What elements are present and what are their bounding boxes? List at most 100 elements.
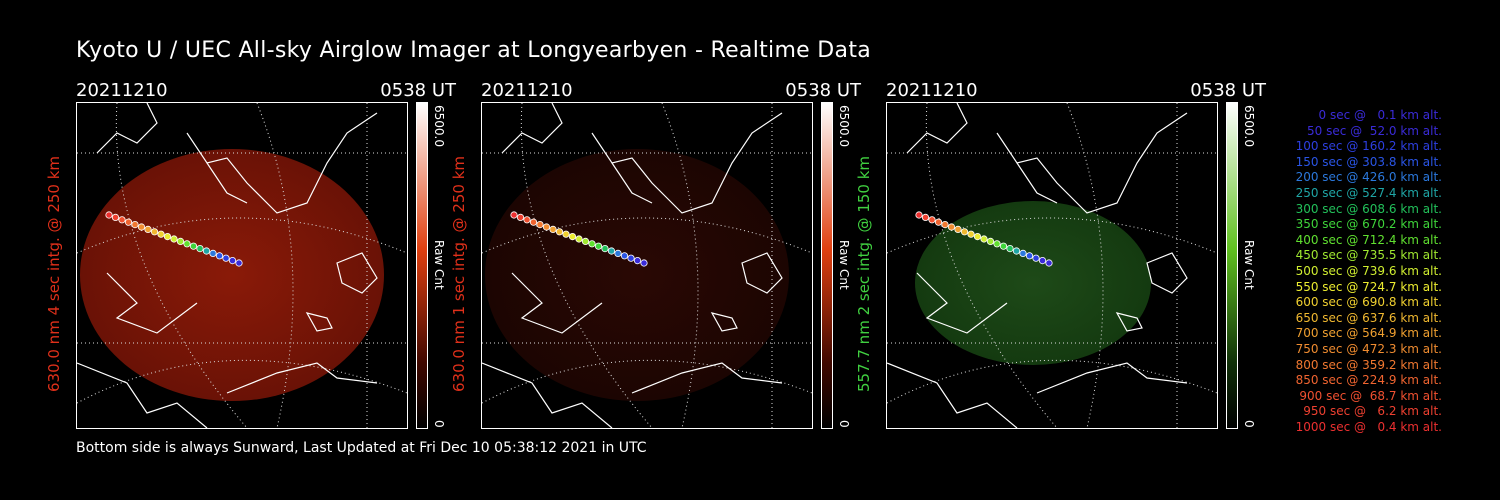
legend-entry: 400 sec @ 712.4 km alt. (1295, 232, 1442, 247)
coastline (916, 272, 1008, 334)
coastline (1016, 162, 1058, 204)
trajectory-point (111, 213, 120, 222)
trajectory-point (124, 218, 133, 226)
trajectory-point (189, 242, 198, 250)
trajectory-point (549, 225, 557, 234)
coastline (305, 312, 333, 332)
trajectory-point (601, 245, 609, 253)
trajectory-point (934, 218, 943, 226)
trajectory-point (640, 259, 648, 267)
graticule-line (77, 217, 407, 254)
sky-circle (80, 149, 384, 401)
panel-date: 20211210 (76, 80, 168, 101)
legend-entry: 50 sec @ 52.0 km alt. (1307, 123, 1442, 138)
trajectory-point (562, 230, 570, 238)
graticule-line (482, 217, 812, 254)
colorbar (416, 102, 428, 429)
trajectory-point (607, 247, 616, 255)
trajectory-point (941, 221, 949, 229)
trajectory-point (986, 237, 995, 245)
legend-entry: 700 sec @ 564.9 km alt. (1295, 326, 1442, 341)
sky-circle (915, 201, 1151, 365)
trajectory-point (516, 213, 525, 222)
panel-date: 20211210 (886, 80, 978, 101)
trajectory-point (588, 240, 596, 248)
imager-panel-3: 20211210 0538 UT 557.7 nm 2 sec intg. @ … (855, 80, 1266, 429)
allsky-image (886, 102, 1218, 429)
coastline (1036, 362, 1188, 394)
trajectory-point (1012, 247, 1021, 255)
trajectory-point (915, 211, 923, 219)
trajectory-point (1045, 259, 1053, 267)
legend-entry: 200 sec @ 426.0 km alt. (1295, 170, 1442, 185)
legend-entry: 300 sec @ 608.6 km alt. (1295, 201, 1442, 216)
trajectory-point (973, 233, 982, 241)
trajectory-point (529, 218, 538, 226)
trajectory-point (170, 235, 178, 243)
trajectory-legend: 0 sec @ 0.1 km alt. 50 sec @ 52.0 km alt.… (1296, 108, 1442, 435)
legend-entry: 100 sec @ 160.2 km alt. (1295, 139, 1442, 154)
trajectory-point (954, 225, 962, 234)
legend-entry: 1000 sec @ 0.4 km alt. (1295, 419, 1442, 434)
graticule-line (256, 103, 294, 428)
trajectory-point (228, 257, 237, 265)
panel-time: 0538 UT (785, 80, 861, 101)
trajectory-point (614, 249, 622, 257)
legend-entry: 250 sec @ 527.4 km alt. (1295, 185, 1442, 200)
trajectory-point (536, 221, 544, 229)
trajectory-point (960, 228, 969, 236)
coastline (511, 272, 603, 334)
coastline (611, 162, 653, 204)
trajectory-point (222, 254, 230, 262)
trajectory-point (1019, 249, 1027, 257)
trajectory-point (163, 233, 172, 241)
legend-entry: 450 sec @ 735.5 km alt. (1295, 248, 1442, 263)
legend-entry: 800 sec @ 359.2 km alt. (1295, 357, 1442, 372)
trajectory-point (183, 240, 191, 248)
coastline (906, 103, 968, 154)
legend-entry: 750 sec @ 472.3 km alt. (1295, 341, 1442, 356)
trajectory-point (928, 216, 936, 224)
coastline (336, 252, 378, 294)
trajectory-point (542, 223, 551, 231)
panel-time: 0538 UT (380, 80, 456, 101)
trajectory-point (150, 228, 159, 236)
trajectory-point (1025, 252, 1034, 260)
imager-panel-1: 20211210 0538 UT 630.0 nm 4 sec intg. @ … (45, 80, 456, 429)
trajectory-point (967, 230, 975, 238)
trajectory-point (105, 211, 113, 219)
imager-panel-2: 20211210 0538 UT 630.0 nm 1 sec intg. @ … (450, 80, 861, 429)
graticule-line (887, 217, 1217, 254)
legend-entry: 850 sec @ 224.9 km alt. (1295, 373, 1442, 388)
legend-entry: 350 sec @ 670.2 km alt. (1295, 217, 1442, 232)
graticule-line (887, 359, 1217, 404)
trajectory-point (627, 254, 635, 262)
legend-entry: 600 sec @ 690.8 km alt. (1295, 295, 1442, 310)
coastline (996, 112, 1188, 214)
trajectory-point (921, 213, 930, 222)
trajectory-point (209, 249, 217, 257)
coastline (106, 272, 198, 334)
colorbar (821, 102, 833, 429)
legend-entry: 0 sec @ 0.1 km alt. (1318, 108, 1443, 122)
trajectory-point (1038, 257, 1047, 265)
graticule-line (925, 103, 1058, 428)
legend-entry: 550 sec @ 724.7 km alt. (1295, 279, 1442, 294)
legend-entry: 500 sec @ 739.6 km alt. (1295, 263, 1442, 278)
coastline (1115, 312, 1143, 332)
coastline (591, 112, 783, 214)
coastline (501, 103, 563, 154)
graticule-line (77, 359, 407, 404)
graticule-line (661, 103, 699, 428)
trajectory-point (144, 225, 152, 234)
trajectory-point (1032, 254, 1040, 262)
trajectory-point (510, 211, 518, 219)
trajectory-point (993, 240, 1001, 248)
legend-entry: 950 sec @ 6.2 km alt. (1303, 404, 1442, 419)
panel-date: 20211210 (481, 80, 573, 101)
coastline (186, 112, 378, 214)
trajectory-point (633, 257, 642, 265)
trajectory-point (235, 259, 243, 267)
coastline (710, 312, 738, 332)
coastline (887, 362, 1018, 428)
